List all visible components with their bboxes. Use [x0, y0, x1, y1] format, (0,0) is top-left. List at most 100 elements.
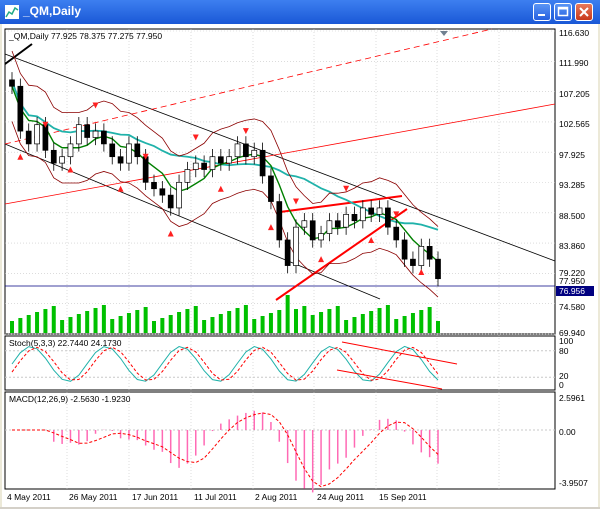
close-button[interactable] — [575, 3, 593, 21]
volume-bar — [43, 309, 48, 333]
volume-bar — [101, 305, 106, 333]
volume-bar — [402, 316, 407, 333]
candle-body — [184, 169, 191, 183]
candle-body — [251, 149, 258, 158]
price-label: 107.205 — [559, 89, 590, 99]
main-panel[interactable] — [4, 28, 556, 335]
fractal-arrow — [318, 256, 325, 263]
fractal-arrow — [368, 236, 375, 243]
volume-bar — [193, 306, 198, 333]
volume-bar — [235, 308, 240, 333]
volume-bar — [35, 312, 40, 333]
minimize-button[interactable] — [533, 3, 551, 21]
candle-body — [217, 156, 224, 164]
price-label: 111.990 — [559, 58, 589, 68]
stoch-level: 0 — [559, 380, 564, 390]
stoch-lines — [5, 341, 555, 390]
volume-bar — [427, 307, 432, 333]
macd-signal-line — [12, 412, 439, 488]
candle-body — [134, 143, 141, 158]
candle-body — [226, 156, 233, 164]
chart-shift-marker[interactable] — [440, 31, 448, 36]
candle-body — [192, 162, 199, 170]
macd-histogram — [5, 410, 555, 493]
candle-body — [359, 207, 366, 222]
candle-body — [84, 124, 91, 138]
volume-bar — [177, 312, 182, 333]
stoch-channel-upper — [341, 341, 458, 365]
candle-body — [151, 181, 157, 190]
volume-bar — [302, 306, 307, 333]
candle-body — [393, 226, 400, 241]
volume-bar — [385, 305, 390, 333]
fractal-arrow — [293, 198, 299, 205]
volume-bar — [419, 310, 424, 333]
candle-body — [67, 143, 74, 158]
fractal-arrow — [117, 185, 124, 192]
volume-bar — [60, 320, 65, 333]
candle-body — [309, 220, 316, 241]
candle-body — [426, 246, 433, 260]
stoch-level: 20 — [559, 371, 569, 381]
candle-body — [101, 130, 107, 145]
candle-body — [418, 246, 425, 266]
fractal-arrow — [142, 153, 149, 160]
main-legend: _QM,Daily 77.925 78.375 77.275 77.950 — [8, 31, 162, 41]
volume-bar — [360, 314, 365, 333]
price-label: 102.565 — [559, 119, 590, 129]
stoch-signal-line — [11, 346, 439, 381]
fractal-arrow — [42, 121, 49, 128]
volume-bar — [410, 313, 415, 333]
candle-body — [92, 130, 99, 138]
current-price-tag-bg — [556, 276, 594, 286]
price-label: 88.500 — [559, 211, 585, 221]
candle-body — [435, 258, 441, 280]
volume-bar — [285, 295, 290, 333]
candle-body — [201, 162, 207, 170]
price-label: 69.940 — [559, 328, 585, 338]
volume-bar — [310, 315, 315, 333]
chart-svg: _QM,Daily 77.925 78.375 77.275 77.950 St… — [4, 28, 594, 502]
chart-area[interactable]: _QM,Daily 77.925 78.375 77.275 77.950 St… — [2, 24, 598, 507]
candle-body — [9, 79, 15, 87]
minimize-icon — [538, 14, 545, 16]
volume-bar — [344, 320, 349, 333]
volume-bar — [76, 314, 81, 333]
candle-body — [42, 124, 49, 151]
date-axis: 4 May 2011 26 May 2011 17 Jun 2011 11 Ju… — [7, 492, 427, 502]
fractal-arrow — [343, 185, 350, 192]
title-bar[interactable]: _QM,Daily — [0, 0, 600, 24]
candle-body — [159, 188, 166, 196]
candle-body — [276, 201, 283, 241]
maximize-button[interactable] — [554, 3, 572, 21]
candle-body — [117, 156, 124, 164]
window-title: _QM,Daily — [23, 4, 82, 18]
fractal-arrow — [167, 230, 174, 237]
volume-bar — [260, 316, 265, 333]
volume-bar — [26, 315, 31, 333]
volume-bar — [252, 319, 257, 333]
candle-body — [126, 143, 132, 164]
chart-window-icon — [5, 5, 19, 19]
candle-body — [376, 207, 383, 215]
volume-bar — [352, 317, 357, 333]
candle-body — [326, 220, 333, 234]
volume-bar — [110, 319, 115, 333]
volume-bar — [327, 309, 332, 333]
candle-body — [259, 149, 266, 177]
volume-bar — [68, 317, 73, 333]
candle-body — [234, 143, 241, 158]
bollinger-upper-band — [11, 50, 439, 227]
volume-bars — [10, 295, 440, 333]
price-label: 116.630 — [559, 28, 589, 38]
macd-level: -3.9507 — [559, 478, 588, 488]
current-price-label: 77.950 — [559, 276, 585, 286]
volume-bar — [51, 306, 56, 333]
close-icon — [579, 7, 589, 17]
stoch-panel[interactable] — [4, 335, 556, 391]
fractal-arrow — [17, 153, 24, 160]
price-label: 74.580 — [559, 302, 585, 312]
candle-body — [25, 130, 32, 145]
volume-bar — [319, 312, 324, 333]
candle-body — [268, 175, 274, 202]
